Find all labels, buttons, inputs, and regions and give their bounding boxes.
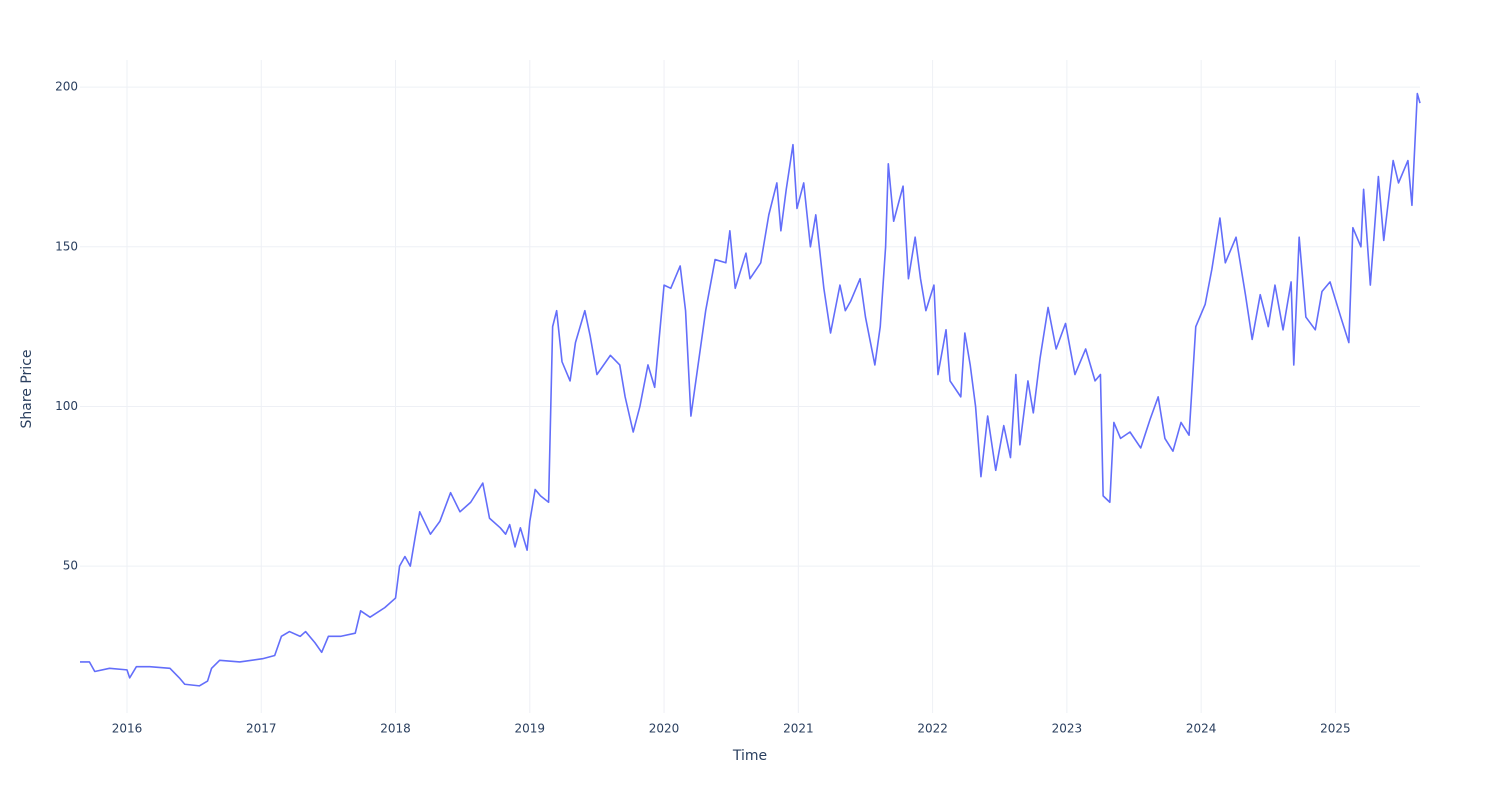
y-tick-label: 200 (55, 80, 78, 94)
y-tick-label: 50 (63, 559, 78, 573)
x-tick-label: 2020 (649, 722, 680, 736)
x-tick-label: 2018 (380, 722, 411, 736)
y-tick-label: 150 (55, 239, 78, 253)
y-tick-label: 100 (55, 399, 78, 413)
grid (80, 60, 1420, 713)
x-tick-label: 2019 (515, 722, 546, 736)
price-line (80, 92, 1421, 687)
x-axis-title: Time (732, 748, 767, 764)
x-tick-label: 2025 (1320, 722, 1351, 736)
x-tick-label: 2021 (783, 722, 814, 736)
x-tick-label: 2016 (112, 722, 143, 736)
x-tick-label: 2022 (917, 722, 948, 736)
x-tick-label: 2024 (1186, 722, 1217, 736)
x-tick-label: 2023 (1052, 722, 1083, 736)
x-tick-label: 2017 (246, 722, 277, 736)
y-axis-title: Share Price (19, 349, 35, 428)
